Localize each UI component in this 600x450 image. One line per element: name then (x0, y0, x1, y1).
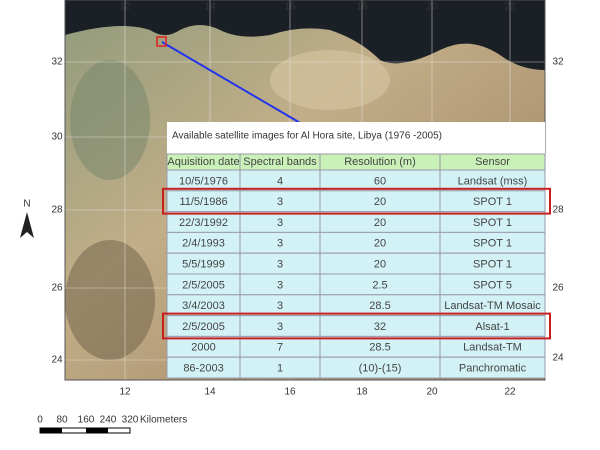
cell-text: SPOT 1 (473, 259, 512, 271)
tick-label: 32 (51, 57, 63, 68)
tick-label: 28 (51, 205, 63, 216)
tick-label: 18 (356, 387, 368, 398)
cell-text: 3 (277, 300, 283, 312)
cell-text: 3 (277, 259, 283, 271)
highlight-box (162, 312, 551, 340)
tick-label: 22 (504, 387, 516, 398)
table-cell (439, 356, 546, 379)
header-label: Spectral bands (243, 156, 317, 168)
cell-text: SPOT 1 (473, 238, 512, 250)
cell-text: 60 (374, 175, 386, 187)
cell-text: SPOT 1 (473, 196, 512, 208)
cell-text: 2/4/1993 (182, 238, 225, 250)
north-label: N (23, 199, 30, 210)
site-marker (156, 36, 167, 47)
cell-text: 5/5/1999 (182, 259, 225, 271)
header-row (167, 154, 545, 170)
cell-text: 3/4/2003 (182, 300, 225, 312)
tick-label: 16 (284, 2, 296, 13)
scale-bar: 0 80 160 240 320 Kilometers (37, 415, 187, 434)
tick-label: 14 (204, 2, 216, 13)
tick-label: 30 (51, 132, 63, 143)
cell-text: 2.5 (372, 279, 387, 291)
tick-label: 28 (552, 205, 564, 216)
tick-label: 26 (51, 283, 63, 294)
location-line (161, 41, 303, 125)
cell-text: 3 (277, 217, 283, 229)
tick-label: 14 (204, 387, 216, 398)
terrain (70, 60, 150, 180)
cell-text: 2/5/2005 (182, 279, 225, 291)
header-label: Resolution (m) (344, 156, 416, 168)
north-arrow-shape (20, 212, 34, 238)
cell-text: 10/5/1976 (179, 175, 228, 187)
scale-label: 240 (100, 415, 117, 426)
terrain (270, 50, 390, 110)
highlight-box (162, 187, 551, 215)
cell-text: 7 (277, 342, 283, 354)
cell-text: 20 (374, 217, 386, 229)
cell-text: Landsat-TM (463, 342, 522, 354)
scale-unit: Kilometers (140, 415, 187, 426)
scale-bar-segment (40, 428, 62, 433)
cell-text: 3 (277, 321, 283, 333)
cell-text: 22/3/1992 (179, 217, 228, 229)
cell-text: 20 (374, 196, 386, 208)
cell-text: 20 (374, 259, 386, 271)
cell-text: 11/5/1986 (179, 196, 227, 208)
tick-label: 22 (504, 2, 516, 13)
cell-text: (10)-(15) (359, 363, 402, 375)
tick-label: 12 (119, 387, 131, 398)
cell-text: 1 (277, 363, 283, 375)
north-arrow: N (20, 199, 34, 238)
cell-text: 3 (277, 238, 283, 250)
scale-bar-segment (86, 428, 108, 433)
tick-label: 18 (356, 2, 368, 13)
cell-text: Alsat-1 (475, 321, 509, 333)
cell-text: 2/5/2005 (182, 321, 225, 333)
cell-text: 28.5 (369, 300, 390, 312)
table-title: Available satellite images for Al Hora s… (172, 131, 442, 142)
tick-label: 24 (552, 353, 564, 364)
cell-text: Landsat-TM Mosaic (444, 300, 541, 312)
cell-text: 20 (374, 238, 386, 250)
cell-text: Panchromatic (459, 363, 527, 375)
cell-text: SPOT 5 (473, 279, 512, 291)
cell-text: 28.5 (369, 342, 390, 354)
tick-label: 20 (426, 2, 438, 13)
cell-text: Landsat (mss) (458, 175, 528, 187)
scale-label: 80 (56, 415, 68, 426)
tick-label: 26 (552, 283, 564, 294)
tick-label: 16 (284, 387, 296, 398)
cell-text: 3 (277, 196, 283, 208)
scale-label: 320 (122, 415, 139, 426)
cell-text: 4 (277, 175, 283, 187)
cell-text: 86-2003 (183, 363, 223, 375)
cell-text: 3 (277, 279, 283, 291)
scale-label: 160 (78, 415, 95, 426)
scale-label: 0 (37, 415, 43, 426)
cell-text: SPOT 1 (473, 217, 512, 229)
tick-label: 24 (51, 355, 63, 366)
tick-label: 20 (426, 387, 438, 398)
header-label: Aquisition date (167, 156, 239, 168)
cell-text: 2000 (191, 342, 215, 354)
cell-text: 32 (374, 321, 386, 333)
table: Available satellite images for Al Hora s… (162, 122, 551, 379)
terrain (65, 240, 155, 360)
tick-label: 32 (552, 57, 564, 68)
tick-label: 12 (119, 2, 131, 13)
sea (65, 0, 545, 70)
header-label: Sensor (475, 156, 510, 168)
